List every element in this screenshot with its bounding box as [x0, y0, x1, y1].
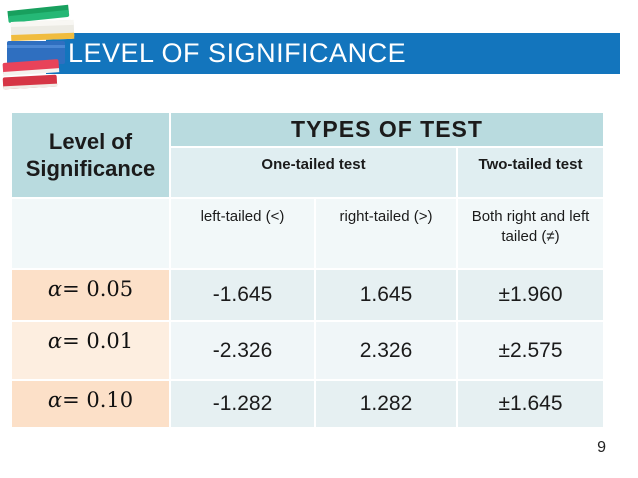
alpha-value: = 0.05 — [62, 277, 134, 301]
value-right-0.01: 2.326 — [316, 322, 456, 379]
alpha-value: = 0.10 — [62, 388, 134, 412]
value-left-0.01: -2.326 — [171, 322, 314, 379]
value-left-0.05: -1.645 — [171, 270, 314, 320]
book-stack-icon — [2, 3, 80, 95]
page-number: 9 — [597, 439, 606, 456]
alpha-0.05-cell: α = 0.05 — [12, 270, 169, 320]
empty-cell — [12, 199, 169, 268]
significance-table: Level of Significance TYPES OF TEST One-… — [12, 113, 603, 427]
alpha-symbol: α — [47, 329, 63, 353]
value-left-0.10: -1.282 — [171, 381, 314, 427]
value-right-0.10: 1.282 — [316, 381, 456, 427]
header-one-tailed: One-tailed test — [171, 148, 456, 197]
alpha-symbol: α — [47, 277, 63, 301]
alpha-0.10-cell: α = 0.10 — [12, 381, 169, 427]
alpha-0.01-cell: α = 0.01 — [12, 322, 169, 379]
alpha-value: = 0.01 — [62, 329, 134, 353]
title-bar: LEVEL OF SIGNIFICANCE — [46, 33, 620, 74]
label-both-tailed: Both right and left tailed (≠) — [458, 199, 603, 268]
value-both-0.05: ±1.960 — [458, 270, 603, 320]
header-two-tailed: Two-tailed test — [458, 148, 603, 197]
value-both-0.10: ±1.645 — [458, 381, 603, 427]
header-types-of-test: TYPES OF TEST — [171, 113, 603, 146]
alpha-symbol: α — [47, 388, 63, 412]
page-title: LEVEL OF SIGNIFICANCE — [68, 38, 407, 68]
label-right-tailed: right-tailed (>) — [316, 199, 456, 268]
value-both-0.01: ±2.575 — [458, 322, 603, 379]
label-left-tailed: left-tailed (<) — [171, 199, 314, 268]
header-level-of-significance: Level of Significance — [12, 113, 169, 197]
value-right-0.05: 1.645 — [316, 270, 456, 320]
